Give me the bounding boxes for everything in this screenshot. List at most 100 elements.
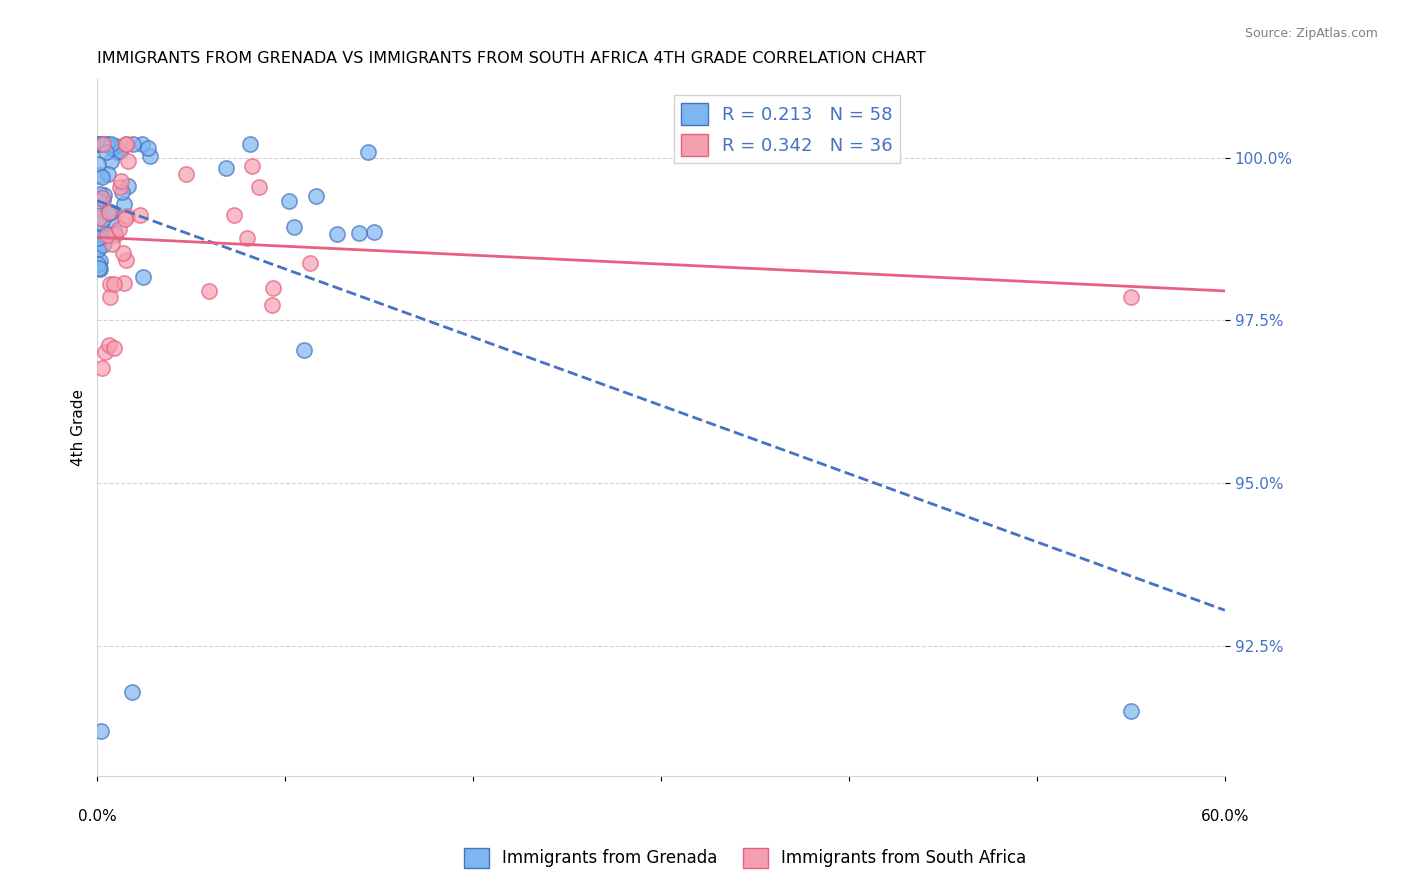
Immigrants from Grenada [89, 253, 111, 268]
Immigrants from South Africa [107, 222, 129, 236]
Immigrants from Grenada [96, 137, 118, 152]
Immigrants from South Africa [108, 180, 131, 194]
Immigrants from South Africa [115, 253, 138, 268]
Immigrants from South Africa [298, 256, 321, 270]
Immigrants from Grenada [86, 137, 108, 152]
Immigrants from South Africa [114, 211, 136, 226]
Immigrants from Grenada [91, 237, 114, 252]
Immigrants from Grenada [326, 227, 349, 242]
Immigrants from South Africa [103, 277, 125, 291]
Immigrants from Grenada [94, 145, 117, 160]
Immigrants from South Africa [262, 298, 284, 312]
Immigrants from South Africa [87, 211, 110, 225]
Immigrants from South Africa [1119, 290, 1142, 304]
Immigrants from Grenada [87, 242, 110, 256]
Immigrants from South Africa [94, 344, 117, 359]
Immigrants from South Africa [112, 246, 135, 260]
Immigrants from South Africa [262, 280, 284, 294]
Y-axis label: 4th Grade: 4th Grade [72, 390, 86, 467]
Immigrants from Grenada [117, 179, 139, 194]
Immigrants from Grenada [90, 723, 112, 738]
Text: IMMIGRANTS FROM GRENADA VS IMMIGRANTS FROM SOUTH AFRICA 4TH GRADE CORRELATION CH: IMMIGRANTS FROM GRENADA VS IMMIGRANTS FR… [97, 51, 927, 66]
Immigrants from Grenada [97, 205, 120, 219]
Text: Source: ZipAtlas.com: Source: ZipAtlas.com [1244, 27, 1378, 40]
Immigrants from South Africa [115, 209, 138, 223]
Legend: R = 0.213   N = 58, R = 0.342   N = 36: R = 0.213 N = 58, R = 0.342 N = 36 [673, 95, 900, 163]
Immigrants from Grenada [131, 270, 153, 285]
Immigrants from Grenada [100, 205, 122, 219]
Immigrants from Grenada [239, 137, 262, 152]
Immigrants from Grenada [283, 219, 305, 234]
Immigrants from Grenada [104, 226, 127, 240]
Immigrants from Grenada [139, 149, 162, 163]
Immigrants from Grenada [97, 206, 120, 220]
Immigrants from South Africa [90, 191, 112, 205]
Immigrants from South Africa [98, 290, 121, 304]
Immigrants from South Africa [104, 227, 127, 242]
Immigrants from Grenada [215, 161, 238, 176]
Text: 0.0%: 0.0% [77, 809, 117, 824]
Immigrants from Grenada [1119, 704, 1142, 718]
Legend: Immigrants from Grenada, Immigrants from South Africa: Immigrants from Grenada, Immigrants from… [457, 841, 1033, 875]
Immigrants from South Africa [240, 159, 263, 173]
Immigrants from South Africa [90, 361, 112, 376]
Immigrants from Grenada [89, 229, 111, 244]
Immigrants from Grenada [100, 154, 122, 169]
Immigrants from South Africa [235, 231, 257, 245]
Immigrants from South Africa [98, 277, 121, 291]
Immigrants from Grenada [90, 137, 112, 152]
Immigrants from Grenada [131, 137, 153, 152]
Immigrants from Grenada [278, 194, 301, 208]
Immigrants from South Africa [176, 167, 198, 181]
Immigrants from Grenada [121, 684, 143, 698]
Immigrants from Grenada [91, 211, 114, 226]
Immigrants from Grenada [305, 189, 328, 203]
Immigrants from Grenada [89, 262, 111, 277]
Immigrants from Grenada [91, 193, 114, 207]
Immigrants from Grenada [93, 187, 115, 202]
Immigrants from Grenada [100, 212, 122, 227]
Immigrants from Grenada [112, 196, 135, 211]
Immigrants from Grenada [91, 230, 114, 244]
Immigrants from Grenada [93, 236, 115, 251]
Immigrants from Grenada [94, 137, 117, 152]
Immigrants from Grenada [122, 137, 145, 152]
Immigrants from South Africa [110, 174, 132, 188]
Immigrants from South Africa [103, 341, 125, 355]
Immigrants from South Africa [91, 137, 114, 152]
Immigrants from Grenada [110, 144, 132, 158]
Immigrants from South Africa [129, 207, 152, 221]
Immigrants from Grenada [104, 138, 127, 153]
Immigrants from Grenada [89, 186, 111, 201]
Immigrants from Grenada [111, 185, 134, 199]
Immigrants from Grenada [363, 225, 385, 239]
Immigrants from South Africa [115, 137, 138, 152]
Immigrants from Grenada [87, 231, 110, 245]
Immigrants from Grenada [89, 137, 111, 152]
Immigrants from South Africa [112, 276, 135, 290]
Immigrants from Grenada [89, 168, 111, 182]
Immigrants from South Africa [224, 208, 246, 222]
Immigrants from Grenada [349, 226, 371, 240]
Immigrants from Grenada [100, 141, 122, 155]
Immigrants from South Africa [97, 337, 120, 351]
Immigrants from Grenada [90, 170, 112, 185]
Immigrants from South Africa [247, 180, 270, 194]
Immigrants from Grenada [87, 261, 110, 276]
Immigrants from South Africa [197, 284, 219, 298]
Immigrants from Grenada [97, 167, 120, 181]
Immigrants from Grenada [90, 216, 112, 230]
Immigrants from Grenada [292, 343, 315, 357]
Immigrants from Grenada [136, 141, 159, 155]
Immigrants from Grenada [105, 145, 128, 159]
Immigrants from South Africa [101, 237, 124, 252]
Immigrants from Grenada [357, 145, 380, 159]
Immigrants from South Africa [97, 205, 120, 219]
Immigrants from Grenada [87, 157, 110, 171]
Immigrants from South Africa [117, 154, 139, 169]
Immigrants from Grenada [89, 194, 111, 209]
Text: 60.0%: 60.0% [1201, 809, 1249, 824]
Immigrants from South Africa [115, 137, 138, 152]
Immigrants from Grenada [100, 137, 122, 152]
Immigrants from Grenada [87, 257, 110, 271]
